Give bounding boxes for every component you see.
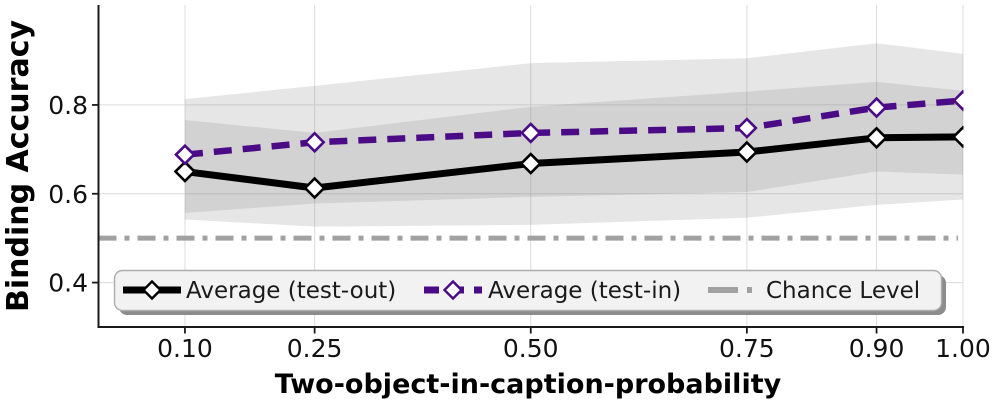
data-marker-series-0 bbox=[735, 140, 759, 164]
legend-label-chance-level: Chance Level bbox=[766, 278, 920, 304]
data-marker-series-1 bbox=[519, 122, 542, 144]
y-tick-label: 0.8 bbox=[48, 91, 88, 120]
legend-marker-test-out-icon bbox=[141, 279, 163, 301]
data-marker-series-1 bbox=[736, 117, 758, 139]
confidence-bands bbox=[184, 43, 963, 227]
series-lines bbox=[173, 89, 964, 200]
legend-label-test-in: Average (test-in) bbox=[488, 278, 681, 304]
x-tick-label: 0.10 bbox=[157, 334, 213, 363]
confidence-band-series-0 bbox=[184, 81, 963, 227]
tick-labels: 0.10 0.25 0.50 0.75 0.90 1.00 0.4 0.6 0.8 bbox=[48, 91, 991, 363]
x-axis-label: Two-object-in-caption-probability bbox=[275, 369, 782, 400]
data-marker-series-1 bbox=[865, 96, 888, 119]
x-tick-label: 1.00 bbox=[935, 334, 991, 363]
legend-frame bbox=[113, 269, 943, 312]
legend-item-test-in: Average (test-in) bbox=[424, 278, 681, 304]
legend-label-test-out: Average (test-out) bbox=[186, 278, 396, 304]
data-marker-series-1 bbox=[303, 131, 326, 154]
series-line-0 bbox=[184, 133, 964, 192]
x-tick-label: 0.90 bbox=[849, 334, 905, 363]
data-marker-series-0 bbox=[519, 152, 543, 175]
data-marker-series-0 bbox=[865, 126, 888, 150]
data-marker-series-1 bbox=[174, 143, 196, 166]
x-tick-label: 0.75 bbox=[719, 334, 775, 363]
legend-marker-test-in-icon bbox=[442, 279, 464, 301]
legend-item-test-out: Average (test-out) bbox=[123, 278, 396, 304]
y-tick-label: 0.4 bbox=[48, 269, 88, 298]
data-marker-series-0 bbox=[303, 176, 326, 200]
legend-item-chance-level: Chance Level bbox=[708, 278, 920, 304]
series-line-1 bbox=[184, 97, 964, 158]
data-marker-series-0 bbox=[951, 125, 964, 149]
y-tick-label: 0.6 bbox=[48, 180, 88, 209]
confidence-band-series-1 bbox=[184, 43, 963, 213]
x-tick-label: 0.50 bbox=[503, 334, 559, 363]
data-marker-series-0 bbox=[173, 160, 197, 183]
y-axis-label: Binding Accuracy bbox=[1, 20, 36, 313]
axes-spines-and-ticks bbox=[92, 5, 964, 334]
legend: Average (test-out) Average (test-in) Cha… bbox=[113, 269, 946, 315]
x-tick-label: 0.25 bbox=[287, 334, 343, 363]
data-marker-series-1 bbox=[952, 89, 964, 112]
